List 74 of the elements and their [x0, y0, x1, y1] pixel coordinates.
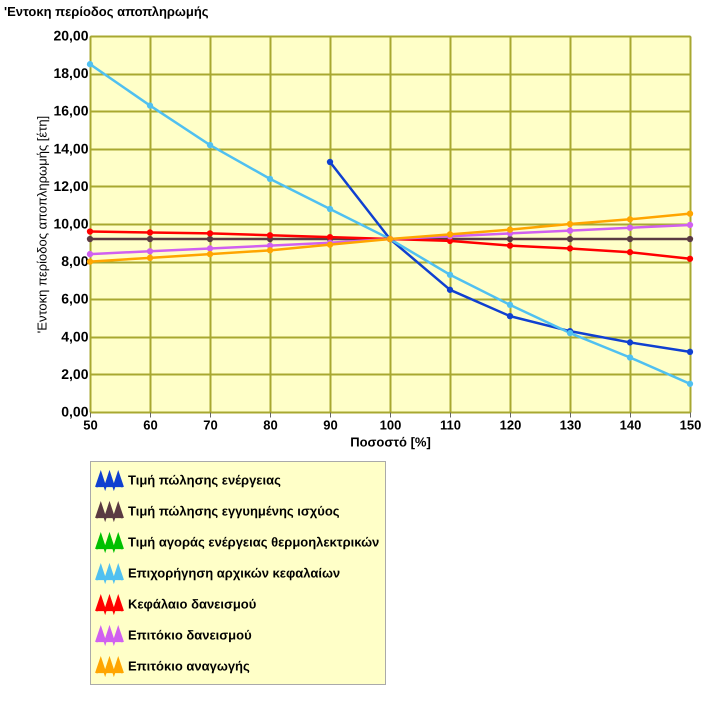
y-axis-title: 'Εντοκη περίοδος αποπληρωμής [έτη]: [34, 116, 50, 334]
legend-label: Τιμή αγοράς ενέργειας θερμοηλεκτρικών: [128, 534, 380, 550]
point: [686, 348, 694, 355]
point: [146, 236, 154, 242]
point: [146, 254, 154, 261]
y-tick-label: 20,00: [53, 28, 89, 44]
x-tick-label: 120: [500, 418, 522, 432]
point: [326, 206, 334, 212]
legend-label: Επιτόκιο αναγωγής: [128, 658, 250, 674]
y-tick-label: 6,00: [61, 290, 89, 307]
point: [686, 256, 694, 262]
point: [686, 236, 694, 242]
point: [206, 236, 214, 242]
x-tick-label: 90: [323, 418, 338, 432]
point: [626, 216, 634, 222]
point: [206, 142, 214, 148]
y-tick-label: 12,00: [53, 178, 89, 194]
point: [146, 248, 154, 254]
legend-label: Τιμή πώλησης ενέργειας: [128, 472, 282, 488]
y-tick-label: 8,00: [61, 253, 89, 270]
legend-label: Κεφάλαιο δανεισμού: [128, 596, 257, 612]
x-tick-label: 50: [83, 418, 98, 432]
point: [266, 176, 274, 182]
legend-label: Τιμή πώλησης εγγυημένης ισχύος: [128, 504, 340, 518]
point: [686, 222, 694, 228]
point: [506, 302, 514, 308]
point: [266, 247, 274, 254]
point: [86, 228, 94, 235]
y-tick-label: 0,00: [61, 404, 89, 420]
x-tick-label: 80: [263, 418, 278, 432]
point: [206, 245, 214, 252]
x-tick-label: 60: [143, 418, 158, 432]
point: [506, 236, 514, 242]
point: [146, 229, 154, 236]
x-tick-label: 130: [560, 418, 582, 432]
x-axis-title: Ποσοστό [%]: [350, 434, 431, 450]
point: [86, 250, 94, 258]
point: [626, 339, 634, 346]
y-tick-label: 14,00: [53, 140, 89, 156]
point: [566, 245, 574, 252]
point: [626, 224, 634, 231]
point: [566, 220, 574, 228]
point: [86, 236, 94, 242]
point: [506, 312, 514, 320]
y-tick-label: 2,00: [61, 366, 89, 382]
point: [566, 227, 574, 234]
x-tick-label: 150: [680, 418, 702, 432]
point: [506, 226, 514, 233]
point: [446, 286, 454, 293]
point: [626, 354, 634, 361]
point: [86, 61, 94, 68]
legend-label: Επιτόκιο δανεισμού: [128, 628, 252, 642]
point: [626, 236, 634, 242]
point: [446, 272, 454, 278]
y-tick-label: 4,00: [61, 328, 89, 344]
point: [326, 158, 334, 166]
y-tick-label: 18,00: [53, 65, 89, 82]
point: [686, 210, 694, 217]
point: [266, 232, 274, 238]
legend-label: Επιχορήγηση αρχικών κεφαλαίων: [128, 566, 340, 580]
x-tick-label: 140: [620, 418, 642, 432]
point: [566, 236, 574, 242]
point: [146, 102, 154, 109]
point: [686, 380, 694, 387]
x-tick-label: 110: [440, 418, 461, 432]
point: [206, 250, 214, 258]
point: [206, 230, 214, 237]
point: [626, 249, 634, 256]
y-tick-label: 10,00: [53, 216, 89, 232]
y-tick-label: 16,00: [53, 102, 89, 119]
point: [506, 242, 514, 249]
chart-title: 'Εντοκη περίοδος αποπληρωμής: [4, 4, 209, 19]
x-tick-label: 100: [380, 418, 402, 432]
x-tick-label: 70: [203, 418, 218, 432]
